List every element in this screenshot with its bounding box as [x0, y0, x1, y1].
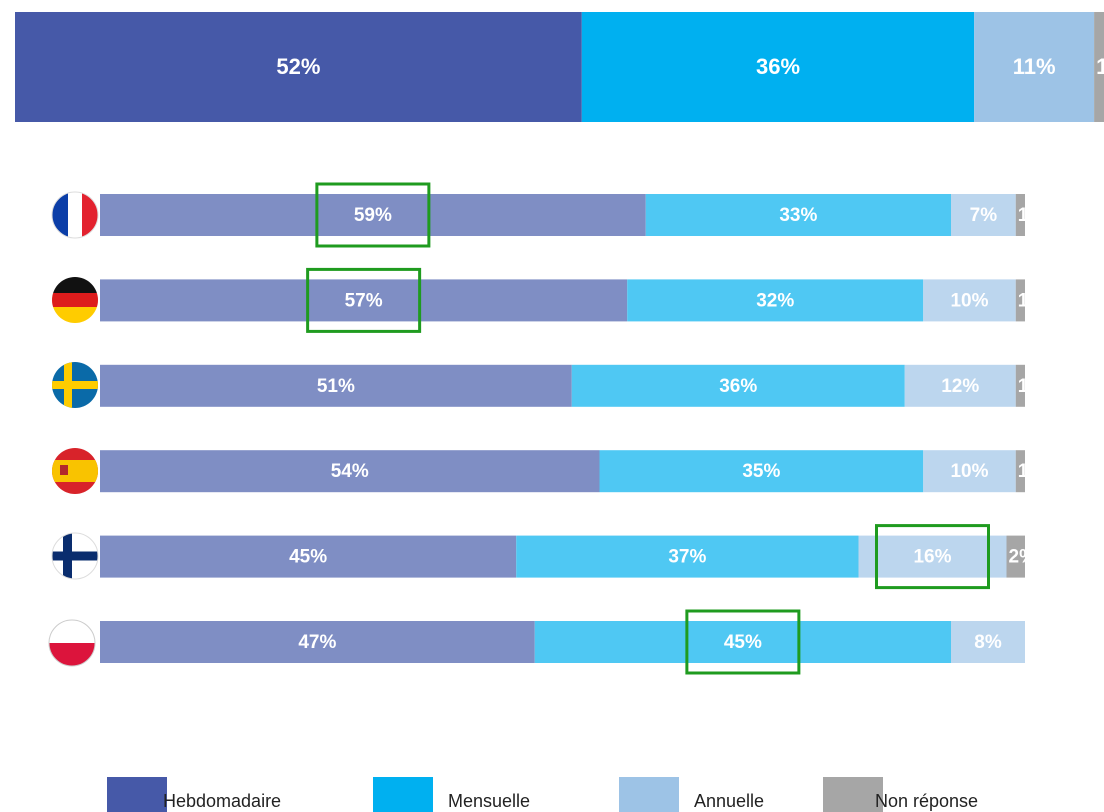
value-label: 36% [756, 54, 800, 79]
bar-segment [100, 194, 646, 236]
bar-segment [516, 535, 859, 578]
flag-france [51, 191, 99, 239]
legend-swatch [373, 777, 433, 812]
flag-finland [51, 532, 99, 580]
value-label: 37% [668, 547, 706, 568]
bar-segment [1015, 364, 1025, 407]
value-label: 45% [289, 547, 327, 568]
flag-germany [52, 277, 98, 323]
legend-label: Annuelle [694, 791, 764, 811]
value-label: 54% [331, 461, 369, 482]
value-label: 35% [742, 461, 780, 482]
value-label: 7% [970, 205, 998, 226]
legend-label: Mensuelle [448, 791, 530, 811]
bar-segment [974, 12, 1095, 122]
bar-segment [100, 621, 535, 663]
bar-segment [904, 364, 1016, 407]
bar-segment [1006, 535, 1025, 578]
bar-segment [599, 450, 924, 493]
bar-segment [923, 450, 1016, 493]
value-label: 33% [779, 205, 817, 226]
value-label: 52% [276, 54, 320, 79]
highlight-box [315, 182, 431, 248]
bar-segment [100, 535, 517, 578]
bar-segment [100, 279, 628, 322]
bar-segment [100, 364, 572, 407]
value-label: 1% [1018, 461, 1046, 482]
bar-segment [581, 12, 975, 122]
bar-segment [571, 364, 905, 407]
bar-group: 59% 33% 7% 1% 57% 32% 10% 1% 51% 36% 12% 1% 54% 35% 10… [100, 194, 1046, 663]
bar-segment [951, 621, 1025, 663]
legend-label: Hebdomadaire [163, 791, 281, 811]
value-label: 10% [950, 461, 988, 482]
flag-sweden [52, 362, 98, 408]
bar-segment [1015, 194, 1025, 236]
value-label: 51% [317, 376, 355, 397]
legend-label: Non réponse [875, 791, 978, 811]
bar-segment [1015, 279, 1025, 322]
bar-segment [15, 12, 582, 122]
value-label: 47% [298, 632, 336, 653]
value-label: 57% [345, 290, 383, 311]
bar-segment [858, 535, 1007, 578]
value-label: 1% [1018, 290, 1046, 311]
bar-segment [645, 194, 951, 236]
value-label: 12% [941, 376, 979, 397]
value-label: 1% [1018, 376, 1046, 397]
value-label: 36% [719, 376, 757, 397]
highlight-box [875, 524, 990, 590]
value-label: 1% [1018, 205, 1046, 226]
legend-swatch [107, 777, 167, 812]
highlight-box [685, 609, 801, 675]
value-label: 45% [724, 632, 762, 653]
bar-group: 52% 36% 11% 1% [15, 12, 1104, 122]
bar-segment [1094, 12, 1104, 122]
bar-segment [923, 279, 1016, 322]
bar-segment [1015, 450, 1025, 493]
flag-poland [48, 619, 96, 667]
highlight-box [306, 267, 422, 333]
value-label: 16% [913, 547, 951, 568]
legend-swatch [823, 777, 883, 812]
value-label: 8% [974, 632, 1002, 653]
value-label: 11% [1013, 54, 1056, 79]
bar-segment [627, 279, 924, 322]
value-label: 10% [950, 290, 988, 311]
bar-segment [951, 194, 1016, 236]
value-label: 32% [756, 290, 794, 311]
bar-segment [100, 450, 600, 493]
flag-spain [52, 448, 98, 494]
value-label: 59% [354, 205, 392, 226]
bar-segment [534, 621, 951, 663]
legend-swatch [619, 777, 679, 812]
value-label: 1% [1096, 54, 1104, 79]
value-label: 2% [1009, 547, 1037, 568]
